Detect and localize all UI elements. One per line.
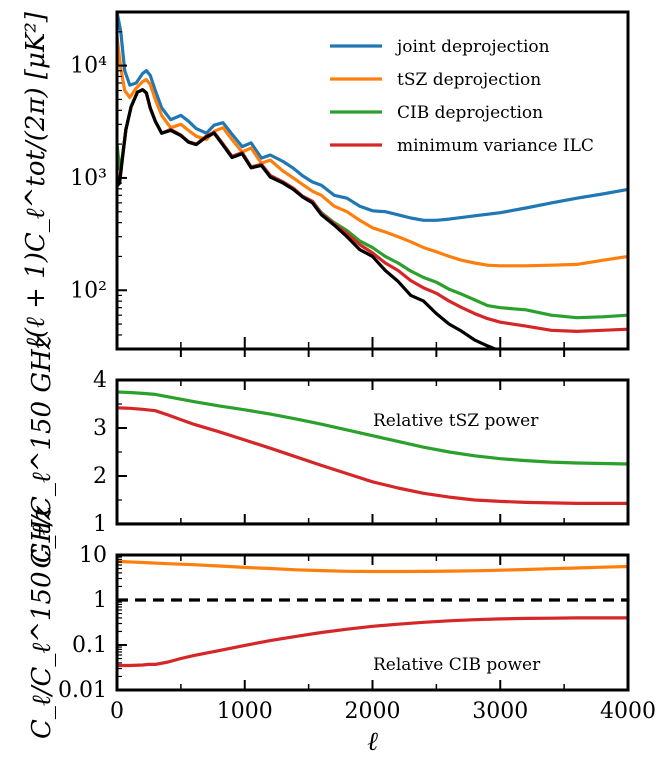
legend: joint deprojection tSZ deprojection CIB de… xyxy=(330,37,594,156)
y-tick-label: 10⁴ xyxy=(70,54,107,79)
legend-label-minimum-variance-ilc: minimum variance ILC xyxy=(397,136,594,156)
y-tick-label: 4 xyxy=(93,368,107,393)
x-tick-label: 1000 xyxy=(217,699,273,724)
relative-tsz-panel: 1 2 3 4 C_ℓ/C_ℓ^150 GHz Relative tSZ power xyxy=(27,335,630,569)
y-tick-label: 10² xyxy=(70,278,107,303)
series-group xyxy=(117,12,628,349)
x-tick-label: 0 xyxy=(110,699,124,724)
series-line-joint-deprojection xyxy=(117,12,628,222)
power-spectrum-panel: 10² 10³ 10⁴ ℓ(ℓ + 1)C_ℓ^tot/(2π) [μK²] joint… xyxy=(21,10,630,357)
series-group xyxy=(117,559,628,668)
x-tick-label: 4000 xyxy=(600,699,656,724)
x-axis-label: ℓ xyxy=(367,727,378,757)
x-tick-label: 3000 xyxy=(472,699,528,724)
y-tick-label: 10 xyxy=(79,543,107,568)
y-tick-label: 1 xyxy=(93,512,107,537)
y-tick-label: 0.1 xyxy=(72,633,107,658)
y-tick-label: 2 xyxy=(93,464,107,489)
y-tick-label: 3 xyxy=(93,416,107,441)
y-axis-label: ℓ(ℓ + 1)C_ℓ^tot/(2π) [μK²] xyxy=(21,11,51,349)
panel-annotation: Relative CIB power xyxy=(373,655,541,675)
series-line-minimum-variance-ilc xyxy=(117,406,628,505)
series-line-cib-deprojection xyxy=(117,390,628,466)
series-line-minimum-variance-ilc xyxy=(117,616,628,668)
legend-label-joint-deprojection: joint deprojection xyxy=(395,37,550,57)
plot-frame xyxy=(115,10,630,351)
y-axis-label: C_ℓ/C_ℓ^150 GHz xyxy=(27,335,57,568)
y-axis-label: C_ℓ/C_ℓ^150 GHz xyxy=(27,506,57,739)
series-line-tsz-deprojection xyxy=(117,36,628,268)
series-line-reference xyxy=(117,88,496,349)
legend-label-tsz-deprojection: tSZ deprojection xyxy=(397,70,541,90)
y-tick-label: 1 xyxy=(93,588,107,613)
panel-annotation: Relative tSZ power xyxy=(373,411,539,431)
legend-label-cib-deprojection: CIB deprojection xyxy=(397,103,543,123)
series-line-tsz-deprojection xyxy=(117,559,628,574)
x-tick-label: 2000 xyxy=(345,699,401,724)
y-tick-label: 0.01 xyxy=(58,678,107,703)
series-group xyxy=(117,390,628,524)
y-tick-label: 10³ xyxy=(70,166,107,191)
relative-cib-panel: 0.01 0.1 1 10 0 1000 2000 3000 4000 ℓ C_ℓ/C_ℓ^150 … xyxy=(27,506,656,757)
